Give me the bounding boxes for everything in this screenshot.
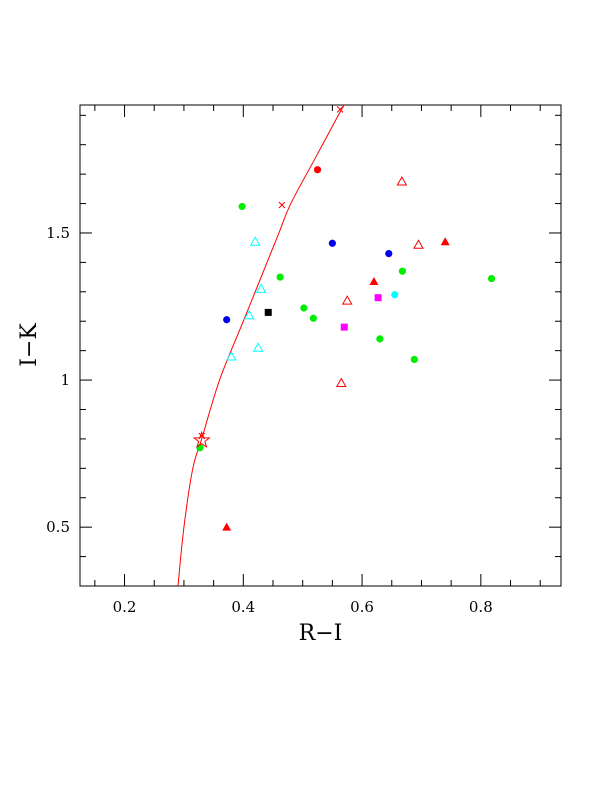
data-point-circle xyxy=(223,316,231,324)
x-tick-label: 0.2 xyxy=(113,598,137,616)
data-point-open-triangle xyxy=(341,295,353,305)
data-point-triangle xyxy=(222,522,232,531)
data-point-circle xyxy=(385,249,393,258)
data-point-circle xyxy=(313,166,322,174)
data-point-triangle xyxy=(440,237,450,246)
x-tick-label: 0.6 xyxy=(350,598,374,616)
data-point-circle xyxy=(300,304,308,312)
y-tick-label: 0.5 xyxy=(46,518,70,536)
data-points xyxy=(192,166,496,531)
x-axis-title: R−I xyxy=(299,621,343,646)
data-point-open-triangle xyxy=(226,351,237,361)
curve-cross-marker xyxy=(278,201,286,209)
data-point-circle xyxy=(328,239,336,247)
data-point-circle xyxy=(487,274,496,283)
data-point-square xyxy=(374,294,382,302)
data-point-open-triangle xyxy=(396,175,408,186)
axis-ticks xyxy=(80,105,561,587)
data-point-open-triangle xyxy=(249,236,261,246)
tick-labels: 0.2 0.4 0.6 0.8 0.5 1 1.5 xyxy=(46,224,493,616)
data-point-open-triangle xyxy=(255,283,267,293)
curve-cross-markers xyxy=(198,106,344,440)
data-point-open-triangle xyxy=(335,377,347,388)
data-point-circle xyxy=(309,314,317,322)
data-point-circle xyxy=(398,267,407,275)
x-tick-label: 0.8 xyxy=(469,598,493,616)
data-point-circle xyxy=(376,335,384,343)
x-tick-label: 0.4 xyxy=(231,598,255,616)
y-tick-label: 1 xyxy=(60,371,70,389)
data-point-open-triangle xyxy=(252,342,264,352)
y-tick-label: 1.5 xyxy=(46,224,70,242)
star-marker xyxy=(192,430,211,449)
y-axis-title: I−K xyxy=(17,323,42,367)
data-point-square xyxy=(340,323,348,331)
data-point-circle xyxy=(391,291,399,299)
data-point-square xyxy=(264,308,272,316)
data-point-open-triangle xyxy=(243,309,255,320)
data-point-circle xyxy=(410,355,418,364)
data-point-circle xyxy=(238,202,246,211)
data-point-circle xyxy=(276,273,284,281)
data-point-triangle xyxy=(369,277,379,286)
curve-cross-marker xyxy=(336,106,344,113)
plot-frame xyxy=(79,104,562,587)
model-curve xyxy=(177,104,345,587)
data-point-open-triangle xyxy=(413,239,424,249)
